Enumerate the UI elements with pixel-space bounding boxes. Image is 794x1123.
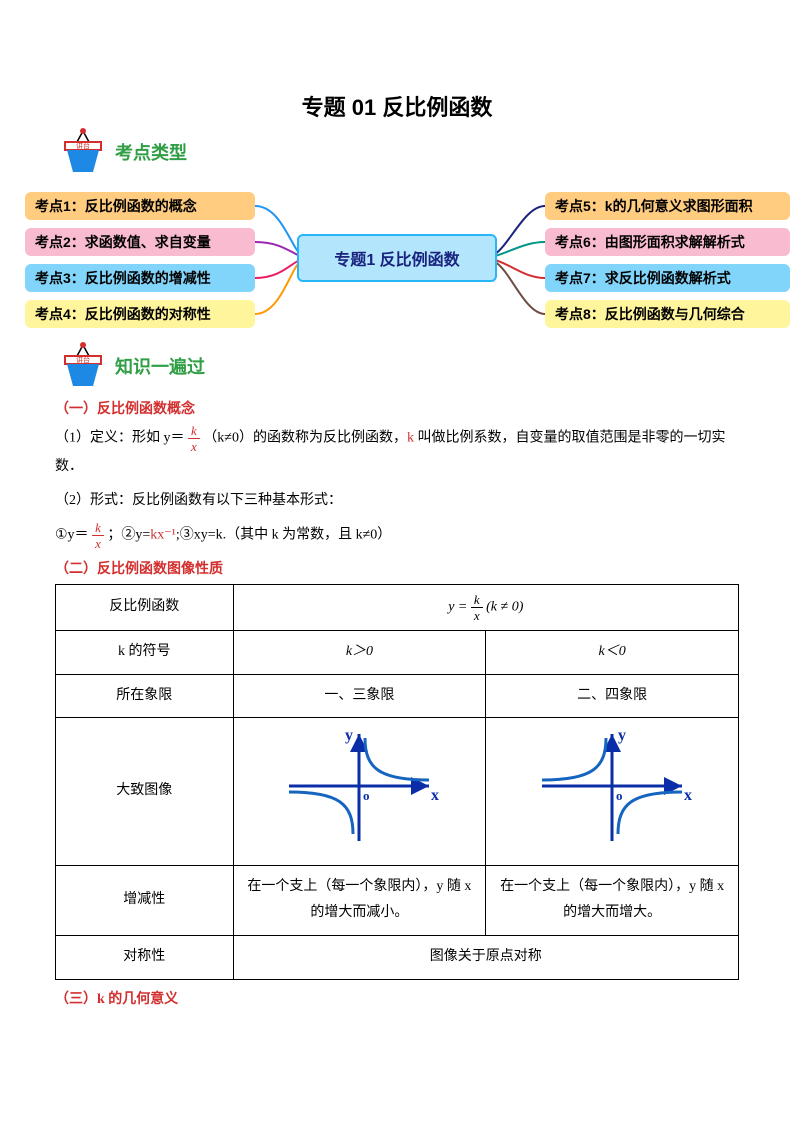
podium-icon: 讲台 [55, 128, 111, 176]
properties-table: 反比例函数 y = k x (k ≠ 0) k 的符号 k＞0 k＜0 所在象限… [55, 584, 739, 980]
p3c: ;③xy=k.（其中 k 为常数，且 k≠0） [176, 528, 391, 543]
row-graph-label: 大致图像 [56, 718, 234, 866]
table-row: 对称性 图像关于原点对称 [56, 935, 739, 979]
frac-num2: k [92, 521, 104, 536]
row-sign-left: k＞0 [233, 631, 486, 675]
graph-kpos: x y o [233, 718, 486, 866]
p3b: ；②y= [107, 528, 150, 543]
subheading-2: （二）反比例函数图像性质 [55, 558, 739, 578]
mm-right-1: 考点5：k的几何意义求图形面积 [545, 192, 790, 220]
formula-suffix: (k ≠ 0) [486, 600, 523, 615]
subheading-3: （三）k 的几何意义 [55, 988, 739, 1008]
mm-right-3: 考点7：求反比例函数解析式 [545, 264, 790, 292]
mm-right-4: 考点8：反比例函数与几何综合 [545, 300, 790, 328]
p3a: ①y＝ [55, 528, 89, 543]
mm-left-4: 考点4：反比例函数的对称性 [25, 300, 255, 328]
subheading-1: （一）反比例函数概念 [55, 398, 739, 418]
table-row: 增减性 在一个支上（每一个象限内），y 随 x 的增大而减小。 在一个支上（每一… [56, 865, 739, 935]
th-formula: y = k x (k ≠ 0) [233, 585, 738, 631]
section-types: 讲台 考点类型 [55, 128, 739, 176]
table-row: 大致图像 x y o [56, 718, 739, 866]
formula-frac: k x [471, 593, 483, 622]
svg-text:讲台: 讲台 [76, 355, 90, 364]
svg-text:y: y [345, 727, 353, 744]
formula-den: x [471, 608, 483, 622]
row-quad-label: 所在象限 [56, 674, 234, 718]
p1a: （1）定义：形如 y＝ [55, 431, 185, 446]
th-label: 反比例函数 [56, 585, 234, 631]
row-quad-left: 一、三象限 [233, 674, 486, 718]
mm-left-3: 考点3：反比例函数的增减性 [25, 264, 255, 292]
podium-icon-2: 讲台 [55, 342, 111, 390]
table-row: k 的符号 k＞0 k＜0 [56, 631, 739, 675]
table-row: 所在象限 一、三象限 二、四象限 [56, 674, 739, 718]
concept-forms: ①y＝ k x ；②y=kx⁻¹;③xy=k.（其中 k 为常数，且 k≠0） [55, 521, 739, 550]
frac-kx-1: k x [188, 424, 200, 453]
svg-text:o: o [363, 788, 370, 803]
mindmap-center: 专题1 反比例函数 [297, 234, 497, 282]
svg-text:y: y [618, 727, 626, 744]
p3red: kx⁻¹ [150, 528, 176, 543]
row-sign-label: k 的符号 [56, 631, 234, 675]
row-symm-span: 图像关于原点对称 [233, 935, 738, 979]
svg-text:x: x [431, 787, 439, 804]
section-title-types: 考点类型 [115, 139, 187, 165]
row-sign-right: k＜0 [486, 631, 739, 675]
frac-den: x [188, 439, 200, 453]
frac-den2: x [92, 536, 104, 550]
row-quad-right: 二、四象限 [486, 674, 739, 718]
svg-text:x: x [684, 787, 692, 804]
row-symm-label: 对称性 [56, 935, 234, 979]
frac-num: k [188, 424, 200, 439]
formula-num: k [471, 593, 483, 608]
formula-prefix: y = [448, 600, 467, 615]
row-mono-left: 在一个支上（每一个象限内），y 随 x 的增大而减小。 [233, 865, 486, 935]
frac-kx-2: k x [92, 521, 104, 550]
table-row: 反比例函数 y = k x (k ≠ 0) [56, 585, 739, 631]
graph-kneg: x y o [486, 718, 739, 866]
section-review: 讲台 知识一遍过 [55, 342, 739, 390]
section-title-review: 知识一遍过 [115, 353, 205, 379]
p1red: k [407, 431, 414, 446]
mm-left-1: 考点1：反比例函数的概念 [25, 192, 255, 220]
mm-left-2: 考点2：求函数值、求自变量 [25, 228, 255, 256]
row-mono-right: 在一个支上（每一个象限内），y 随 x 的增大而增大。 [486, 865, 739, 935]
concept-forms-intro: （2）形式：反比例函数有以下三种基本形式： [55, 487, 739, 515]
mm-right-2: 考点6：由图形面积求解解析式 [545, 228, 790, 256]
mindmap: 专题1 反比例函数 考点1：反比例函数的概念 考点2：求函数值、求自变量 考点3… [55, 184, 739, 334]
svg-text:o: o [616, 788, 623, 803]
concept-def: （1）定义：形如 y＝ k x （k≠0）的函数称为反比例函数，k 叫做比例系数… [55, 424, 739, 481]
page-title: 专题 01 反比例函数 [55, 90, 739, 122]
svg-text:讲台: 讲台 [76, 141, 90, 150]
row-mono-label: 增减性 [56, 865, 234, 935]
p1b: （k≠0）的函数称为反比例函数， [203, 431, 407, 446]
